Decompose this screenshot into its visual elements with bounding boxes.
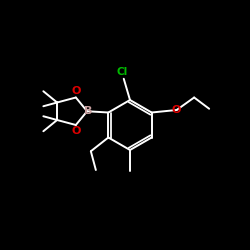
Text: O: O [71,86,81,96]
Text: O: O [172,105,181,115]
Text: B: B [84,106,92,116]
Text: O: O [71,126,81,136]
Text: Cl: Cl [117,67,128,77]
